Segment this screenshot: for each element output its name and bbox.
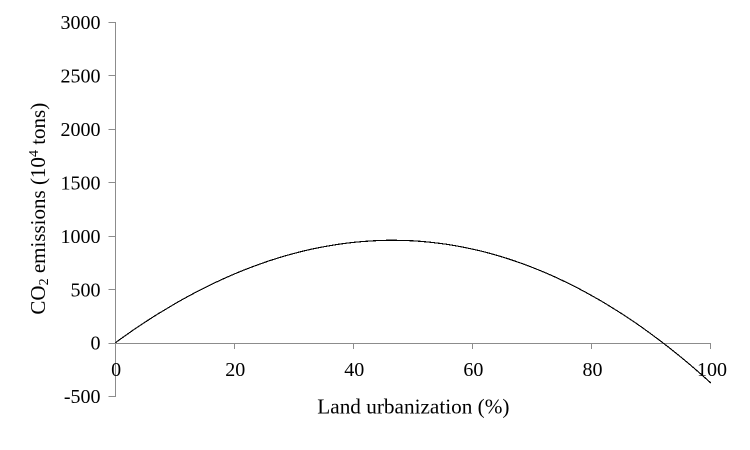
svg-text:100: 100 [697,359,727,381]
svg-text:20: 20 [225,359,245,381]
svg-text:1000: 1000 [61,226,101,248]
svg-text:80: 80 [583,359,603,381]
svg-text:-500: -500 [64,386,101,408]
svg-text:2000: 2000 [61,119,101,141]
svg-text:CO2 emissions (104 tons): CO2 emissions (104 tons) [26,103,52,315]
svg-text:2500: 2500 [61,66,101,88]
svg-text:3000: 3000 [61,12,101,34]
svg-text:Land urbanization (%): Land urbanization (%) [317,395,509,419]
svg-text:40: 40 [344,359,364,381]
svg-text:0: 0 [111,359,121,381]
svg-text:60: 60 [463,359,483,381]
svg-text:1500: 1500 [61,172,101,194]
svg-text:500: 500 [71,279,101,301]
svg-text:0: 0 [91,333,101,355]
